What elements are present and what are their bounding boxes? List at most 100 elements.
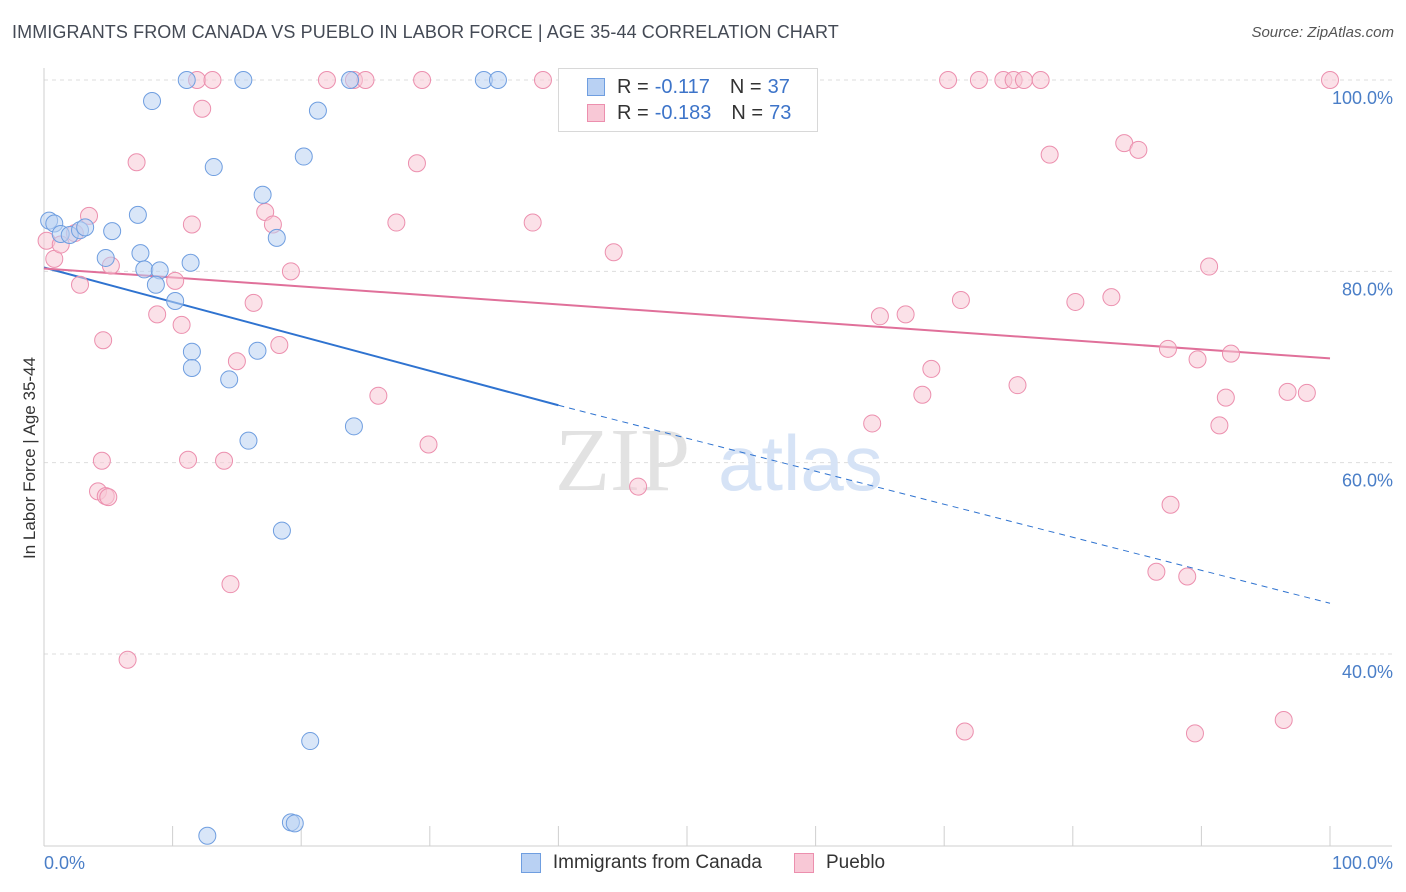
canada-point — [96, 248, 115, 267]
canada-point — [239, 431, 258, 450]
pueblo-point — [356, 71, 375, 89]
pueblo-point — [913, 385, 932, 404]
canada-point — [128, 205, 147, 224]
canada-point — [166, 291, 185, 310]
pueblo-point — [1297, 383, 1316, 402]
legend-row-pueblo: R = -0.183 N = 73 — [587, 100, 791, 126]
legend-swatch-pueblo — [587, 104, 605, 122]
canada-point — [488, 71, 507, 89]
x-tick-right: 100.0% — [1332, 853, 1393, 873]
canada-point — [341, 71, 360, 89]
chart-title: IMMIGRANTS FROM CANADA VS PUEBLO IN LABO… — [12, 22, 839, 42]
legend-n-value: 73 — [769, 101, 792, 124]
canada-point — [182, 342, 201, 361]
stats-legend: R = -0.117 N = 37 R = -0.183 N = 73 — [558, 68, 818, 132]
pueblo-point — [1008, 376, 1027, 395]
legend-n-label: N = — [731, 101, 764, 124]
pueblo-point — [1200, 257, 1219, 276]
pueblo-point — [244, 293, 263, 312]
pueblo-point — [870, 307, 889, 326]
pueblo-point — [1147, 562, 1166, 581]
y-axis-label: In Labor Force | Age 35-44 — [20, 357, 39, 559]
canada-point — [135, 260, 154, 279]
pueblo-point — [270, 335, 289, 354]
pueblo-point — [215, 451, 234, 470]
watermark-zip: ZIP — [555, 411, 690, 510]
legend-r-label: R = — [617, 101, 649, 124]
pueblo-point — [1129, 140, 1148, 159]
pueblo-point — [413, 71, 432, 89]
pueblo-point — [1158, 339, 1177, 358]
canada-point — [76, 218, 95, 237]
canada-point — [294, 147, 313, 166]
canada-point — [267, 228, 286, 247]
pueblo-point — [1040, 145, 1059, 164]
pueblo-point — [1031, 71, 1050, 89]
pueblo-point — [99, 488, 118, 507]
pueblo-point — [969, 71, 988, 89]
pueblo-point — [604, 243, 623, 262]
pueblo-point — [1221, 344, 1240, 363]
trend-line-canada — [43, 266, 559, 407]
pueblo-point — [179, 450, 198, 469]
pueblo-point — [533, 71, 552, 89]
canada-point — [198, 826, 217, 845]
pueblo-point — [922, 359, 941, 378]
trend-line-canada-projection — [558, 404, 1331, 604]
pueblo-point — [1210, 416, 1229, 435]
pueblo-point — [369, 386, 388, 405]
legend-n-label: N = — [729, 75, 762, 98]
pueblo-point — [1321, 71, 1339, 89]
canada-point — [177, 71, 196, 89]
canada-point — [248, 341, 267, 360]
y-tick-label: 100.0% — [1332, 88, 1393, 108]
pueblo-point — [1178, 567, 1197, 586]
legend-swatch-canada — [587, 78, 605, 96]
pueblo-point — [387, 213, 406, 232]
legend-r-value: -0.183 — [654, 101, 712, 124]
legend-swatch-canada — [520, 853, 541, 873]
pueblo-point — [1216, 388, 1235, 407]
pueblo-point — [896, 305, 915, 324]
canada-point — [344, 417, 363, 436]
legend-r-value: -0.117 — [654, 75, 710, 98]
pueblo-point — [281, 262, 300, 281]
pueblo-point — [166, 271, 185, 290]
canada-point — [182, 358, 201, 377]
x-tick-left: 0.0% — [44, 853, 85, 873]
pueblo-point — [148, 305, 167, 324]
pueblo-point — [629, 477, 648, 496]
canada-point — [234, 71, 253, 89]
pueblo-point — [955, 722, 974, 741]
canada-point — [103, 222, 122, 241]
canada-point — [204, 158, 223, 177]
pueblo-point — [193, 99, 212, 118]
canada-point — [181, 253, 200, 272]
pueblo-point — [118, 650, 137, 669]
axes — [43, 68, 1392, 847]
canada-point — [301, 732, 320, 751]
legend-swatch-pueblo — [793, 853, 814, 873]
legend-item-canada[interactable]: Immigrants from Canada — [520, 852, 762, 874]
pueblo-point — [172, 315, 191, 334]
pueblo-point — [419, 435, 438, 454]
y-tick-label: 60.0% — [1342, 471, 1393, 491]
pueblo-points — [37, 71, 1339, 743]
pueblo-point — [1274, 711, 1293, 730]
pueblo-point — [1014, 71, 1033, 89]
pueblo-point — [94, 331, 113, 350]
pueblo-point — [1102, 288, 1121, 307]
y-tick-label: 40.0% — [1342, 662, 1393, 682]
y-tick-labels: 100.0% 80.0% 60.0% 40.0% — [1332, 88, 1393, 682]
canada-point — [253, 185, 272, 204]
pueblo-point — [182, 215, 201, 234]
legend-row-canada: R = -0.117 N = 37 — [587, 74, 790, 100]
legend-item-pueblo[interactable]: Pueblo — [793, 852, 885, 874]
canada-point — [285, 814, 304, 833]
pueblo-point — [203, 71, 222, 89]
canada-point — [272, 521, 291, 540]
canada-point — [143, 92, 162, 111]
trend-lines — [43, 266, 1331, 604]
legend-r-label: R = — [617, 75, 649, 98]
canada-point — [220, 370, 239, 389]
